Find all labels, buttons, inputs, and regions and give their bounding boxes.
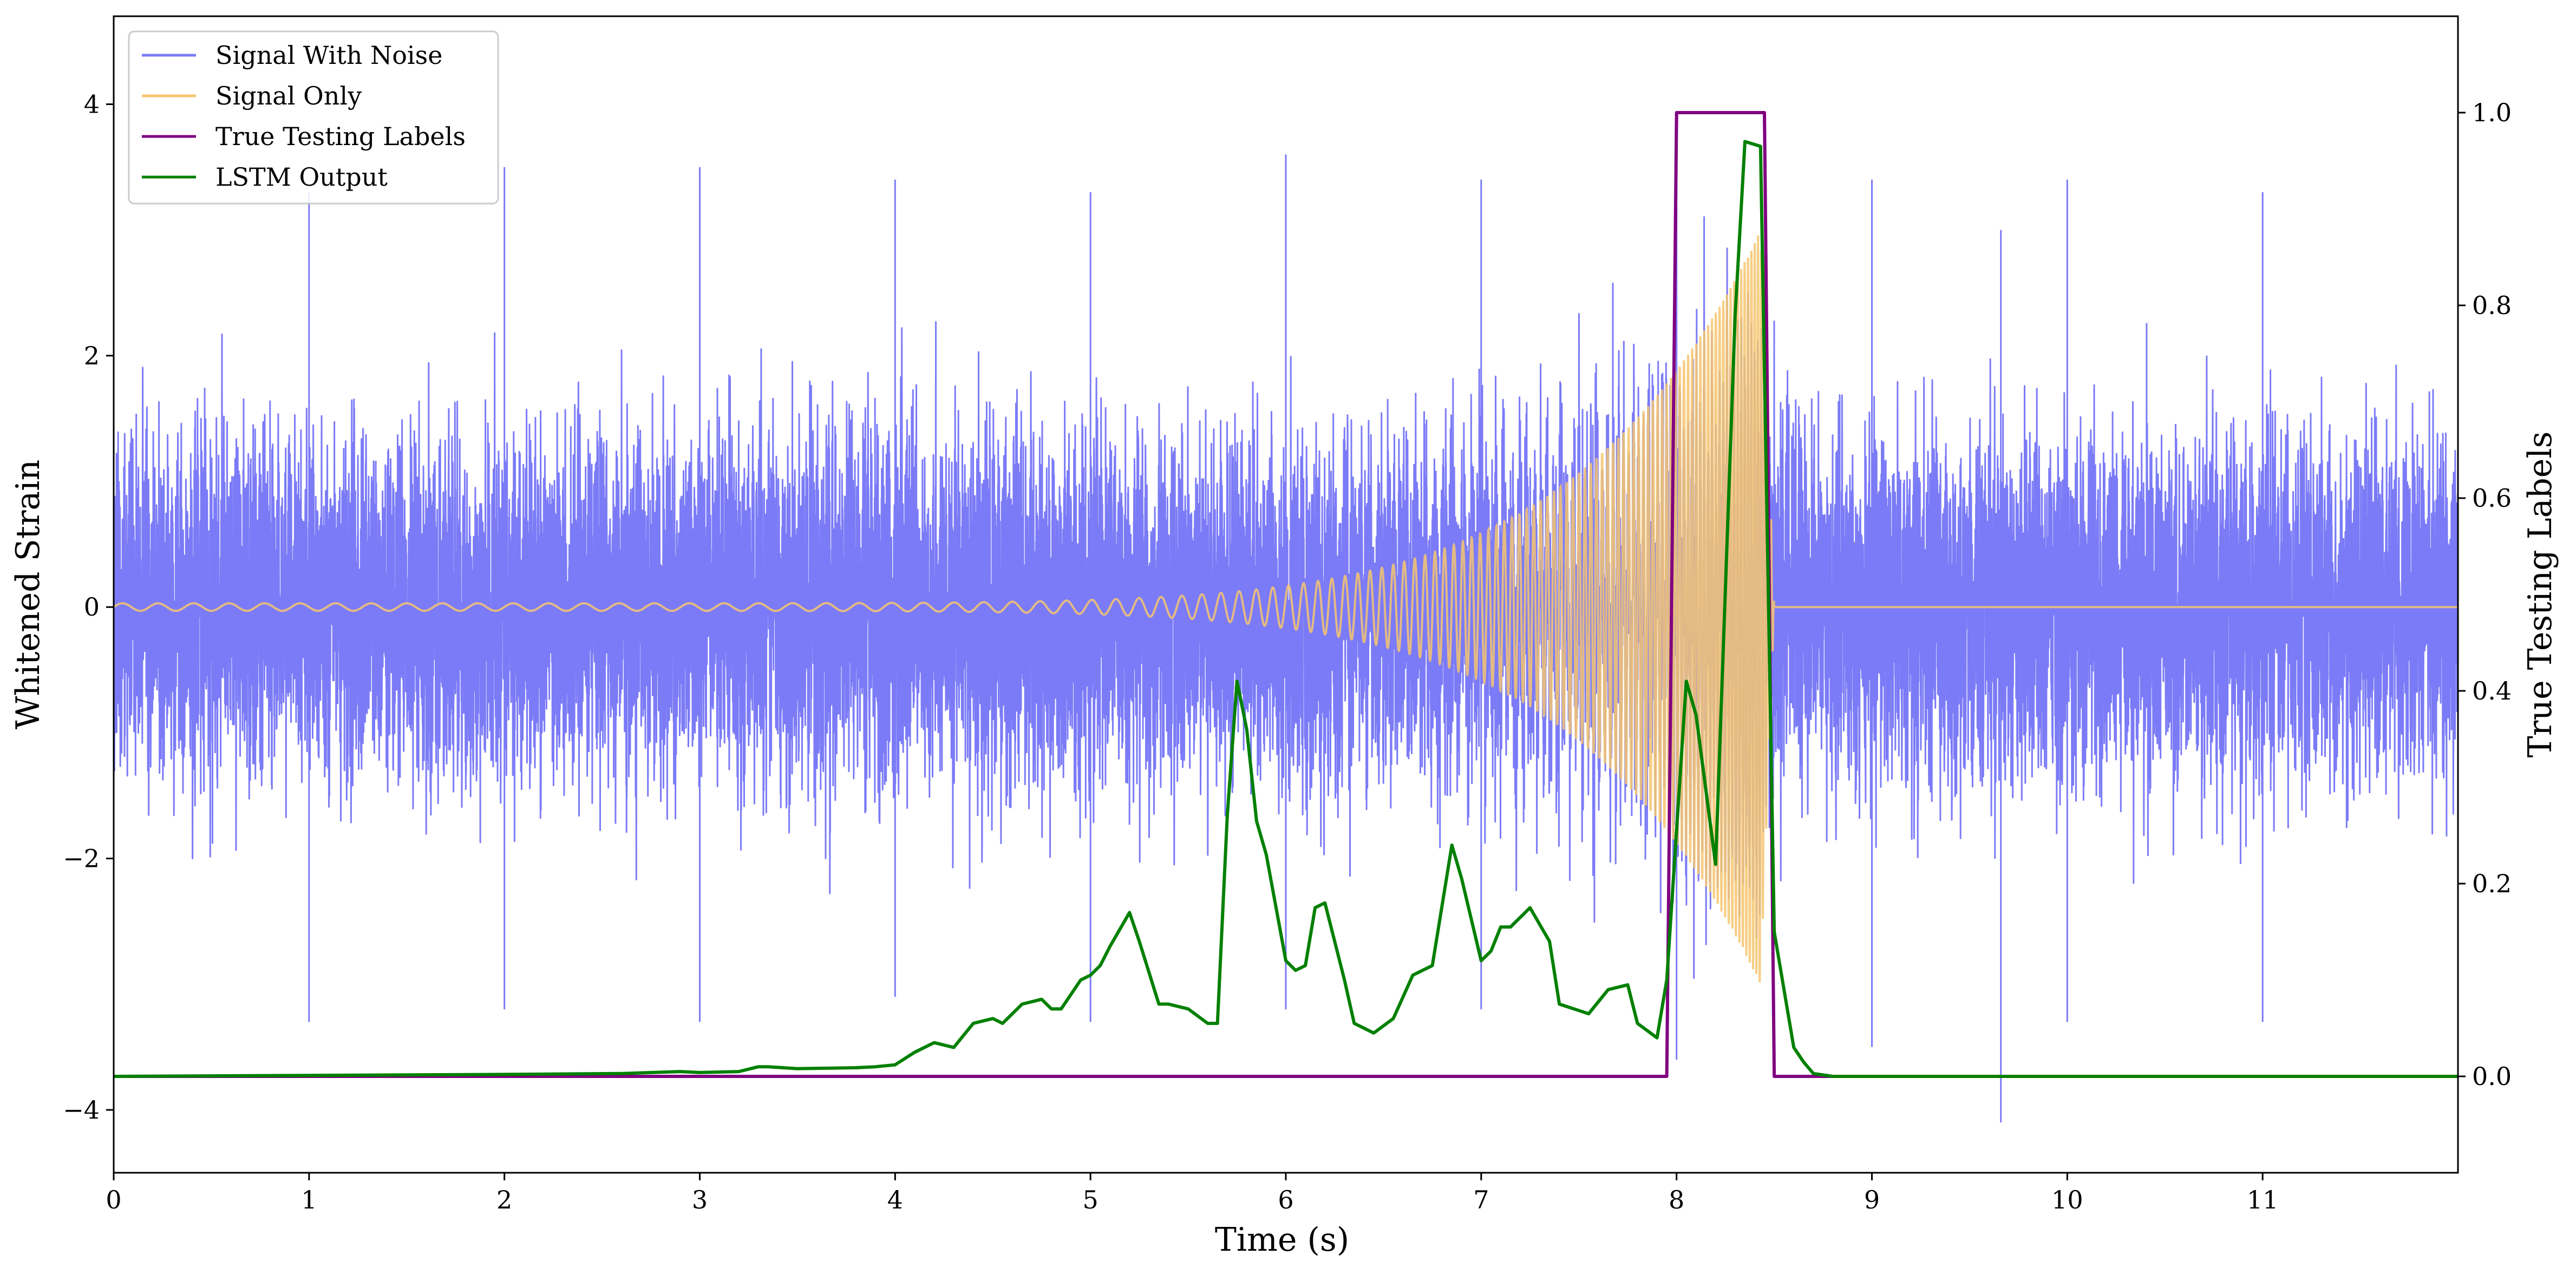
- x-tick-label: 9: [1864, 1185, 1880, 1214]
- signal-series: [114, 235, 2458, 983]
- y-axis-title-right: True Testing Labels: [2521, 432, 2559, 758]
- y-tick-label-right: 0.2: [2472, 869, 2512, 898]
- x-tick-label: 4: [887, 1185, 903, 1214]
- x-tick-label: 11: [2247, 1185, 2279, 1214]
- legend-item-signal-with-noise: Signal With Noise: [142, 41, 442, 70]
- x-tick-label: 7: [1473, 1185, 1489, 1214]
- lstm-series: [114, 140, 2458, 1078]
- legend-item-lstm-output: LSTM Output: [142, 162, 388, 192]
- y-tick-label-left: −4: [63, 1095, 100, 1125]
- y-tick-label-left: 0: [84, 592, 100, 622]
- x-axis-title: Time (s): [1215, 1221, 1349, 1259]
- y-tick-label-right: 0.6: [2472, 484, 2512, 513]
- signal-only-line: [114, 235, 2458, 983]
- x-tick-label: 2: [496, 1185, 512, 1214]
- y-tick-label-left: 2: [84, 341, 100, 370]
- legend-label-signal-only: Signal Only: [215, 81, 362, 110]
- y-tick-label-right: 0.4: [2472, 676, 2512, 705]
- x-tick-label: 3: [692, 1185, 708, 1214]
- x-axis: 0 1 2 3 4 5 6 7 8 9 10 11: [106, 1173, 2278, 1214]
- y-tick-label-right: 1.0: [2472, 98, 2512, 127]
- y-tick-label-right: 0.0: [2472, 1062, 2512, 1091]
- legend: Signal With Noise Signal Only True Testi…: [128, 30, 499, 205]
- y-tick-label-left: −2: [63, 844, 100, 873]
- legend-label-true-testing-labels: True Testing Labels: [215, 122, 466, 151]
- legend-item-true-testing-labels: True Testing Labels: [142, 122, 466, 151]
- x-tick-label: 5: [1083, 1185, 1099, 1214]
- y-axis-left: −4 −2 0 2 4: [63, 90, 114, 1125]
- y-tick-label-right: 0.8: [2472, 291, 2512, 320]
- y-tick-label-left: 4: [84, 90, 100, 119]
- legend-label-lstm-output: LSTM Output: [215, 162, 388, 192]
- legend-box: [128, 30, 499, 205]
- lstm-output-line: [114, 140, 2458, 1078]
- y-axis-title-left: Whitened Strain: [9, 460, 47, 729]
- x-tick-label: 0: [106, 1185, 121, 1214]
- legend-item-signal-only: Signal Only: [142, 81, 362, 110]
- x-tick-label: 8: [1669, 1185, 1684, 1214]
- y-axis-right: 0.0 0.2 0.4 0.6 0.8 1.0: [2458, 98, 2512, 1091]
- x-tick-label: 1: [301, 1185, 317, 1214]
- legend-label-signal-with-noise: Signal With Noise: [215, 41, 442, 70]
- x-tick-label: 10: [2051, 1185, 2083, 1214]
- x-tick-label: 6: [1278, 1185, 1293, 1214]
